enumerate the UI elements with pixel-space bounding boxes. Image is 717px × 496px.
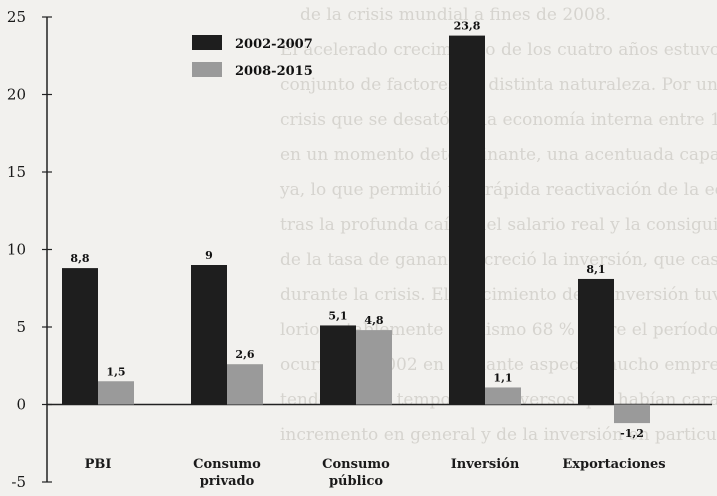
bar-2008-2015 (356, 330, 392, 405)
y-tick-label: 10 (7, 241, 26, 259)
legend-label: 2008-2015 (235, 64, 313, 79)
legend-label: 2002-2007 (235, 37, 313, 52)
y-tick-label: 20 (7, 86, 26, 104)
legend-swatch (192, 62, 222, 77)
bar-2002-2007 (578, 278, 614, 405)
category-label: PBI (85, 457, 112, 472)
y-tick-label: 25 (7, 8, 26, 26)
category-label: Consumo (322, 457, 390, 472)
data-label: 9 (205, 249, 213, 262)
category-label: privado (200, 474, 255, 489)
category-label: público (329, 474, 383, 489)
data-label: 8,8 (70, 252, 89, 265)
data-label: 2,6 (235, 348, 254, 361)
category-label: Inversión (451, 457, 520, 472)
chart-axes: -5 0 5 10 15 20 25 (7, 8, 712, 491)
chart-bars: 8,8 1,5 PBI 9 2,6 Consumo privado 5,1 4,8 Consumo… (62, 20, 666, 489)
data-label: 5,1 (328, 309, 347, 322)
y-tick-label: 5 (16, 318, 26, 336)
category-label: Consumo (193, 457, 261, 472)
y-tick-label: 0 (16, 396, 26, 414)
chart-legend: 2002-2007 2008-2015 (192, 35, 313, 79)
bar-2002-2007 (449, 35, 485, 405)
bar-2008-2015 (227, 364, 263, 405)
bar-2002-2007 (191, 265, 227, 405)
data-label: 8,1 (586, 263, 605, 276)
data-label: 23,8 (454, 20, 481, 33)
bar-2002-2007 (320, 325, 356, 405)
legend-swatch (192, 35, 222, 50)
category-label: Exportaciones (562, 457, 665, 472)
data-label: 1,1 (493, 371, 512, 384)
data-label: 4,8 (364, 314, 383, 327)
y-tick-label: -5 (11, 473, 26, 491)
data-label: -1,2 (620, 427, 644, 440)
data-label: 1,5 (106, 365, 125, 378)
bar-2008-2015 (614, 404, 650, 424)
y-tick-label: 15 (7, 163, 26, 181)
bar-2008-2015 (98, 381, 134, 405)
bar-2008-2015 (485, 387, 521, 405)
bar-2002-2007 (62, 268, 98, 405)
